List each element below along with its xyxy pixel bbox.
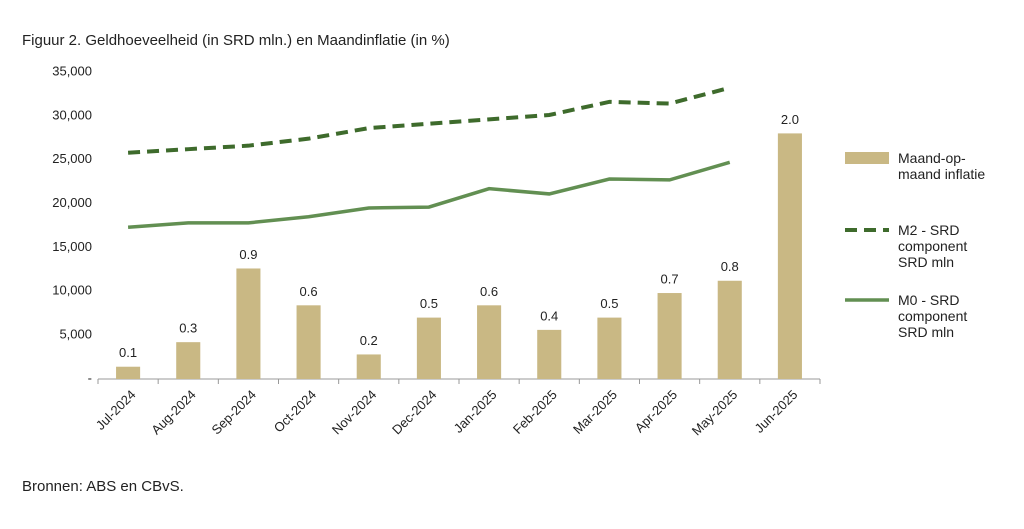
x-tick-label: Dec-2024	[389, 387, 439, 437]
y-tick-label: 35,000	[52, 63, 92, 78]
bar	[597, 317, 622, 379]
y-tick-label: 25,000	[52, 151, 92, 166]
x-tick-label: Aug-2024	[148, 387, 198, 437]
y-tick-label: 10,000	[52, 283, 92, 298]
bar	[537, 329, 562, 379]
bar-value-label: 0.2	[360, 333, 378, 348]
line-series	[127, 85, 731, 155]
bar	[657, 293, 682, 379]
line-series	[127, 160, 731, 229]
x-tick-label: Jul-2024	[93, 387, 139, 433]
x-tick-label: Mar-2025	[570, 387, 620, 437]
y-tick-label: -	[88, 370, 92, 385]
y-tick-label: 20,000	[52, 195, 92, 210]
chart-title: Figuur 2. Geldhoeveelheid (in SRD mln.) …	[22, 32, 450, 49]
bar	[477, 305, 502, 379]
x-tick-label: Jun-2025	[752, 387, 801, 436]
x-tick-label: Oct-2024	[271, 387, 319, 435]
bar-value-label: 0.5	[420, 296, 438, 311]
bar	[116, 366, 141, 379]
bar	[356, 354, 381, 379]
x-tick-label: Feb-2025	[510, 387, 560, 437]
x-tick-label: Apr-2025	[632, 387, 680, 435]
source-note: Bronnen: ABS en CBvS.	[22, 478, 184, 495]
legend-label: Maand-op-maand inflatie	[898, 150, 986, 182]
bar	[717, 280, 742, 379]
bar-value-label: 0.3	[179, 321, 197, 336]
bar-value-label: 0.8	[721, 259, 739, 274]
bar-value-label: 0.6	[480, 284, 498, 299]
bar	[777, 133, 802, 379]
bar-value-label: 0.4	[540, 308, 558, 323]
bar-value-label: 0.9	[239, 247, 257, 262]
legend-swatch	[845, 152, 889, 164]
bar	[296, 305, 321, 379]
y-tick-label: 30,000	[52, 107, 92, 122]
bar-value-label: 0.7	[661, 271, 679, 286]
x-tick-label: Sep-2024	[208, 387, 258, 437]
legend-label: M2 - SRD component SRD mln	[898, 222, 968, 270]
x-tick-label: May-2025	[689, 387, 740, 438]
bar-value-label: 2.0	[781, 112, 799, 127]
y-tick-label: 15,000	[52, 239, 92, 254]
y-tick-label: 5,000	[59, 327, 92, 342]
bar-value-label: 0.5	[600, 296, 618, 311]
bar-value-label: 0.6	[300, 284, 318, 299]
x-tick-label: Nov-2024	[329, 387, 379, 437]
bar	[416, 317, 441, 379]
bar	[176, 342, 201, 379]
bar	[236, 268, 261, 379]
bar-value-label: 0.1	[119, 345, 137, 360]
x-tick-label: Jan-2025	[451, 387, 500, 436]
legend-label: M0 - SRD component SRD mln	[898, 292, 968, 340]
